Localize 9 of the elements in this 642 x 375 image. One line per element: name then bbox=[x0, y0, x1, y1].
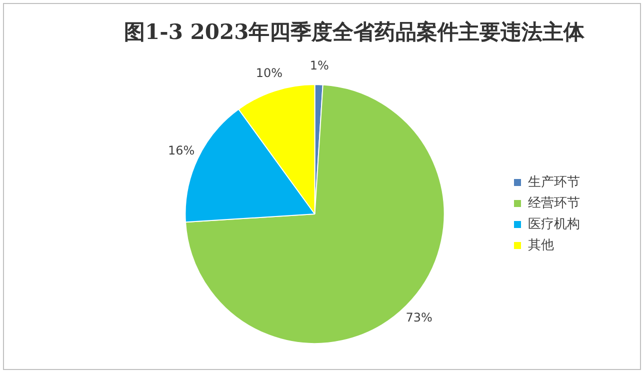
data-label: 10% bbox=[256, 66, 283, 80]
data-label: 1% bbox=[310, 58, 329, 73]
legend-label: 经营环节 bbox=[528, 196, 580, 211]
legend-label: 生产环节 bbox=[528, 174, 580, 190]
legend-label: 其他 bbox=[528, 238, 554, 253]
chart-title: 图1-3 2023年四季度全省药品案件主要违法主体 bbox=[124, 18, 585, 46]
legend-label: 医疗机构 bbox=[528, 216, 580, 232]
data-label: 16% bbox=[168, 143, 195, 158]
data-label: 73% bbox=[406, 310, 432, 324]
